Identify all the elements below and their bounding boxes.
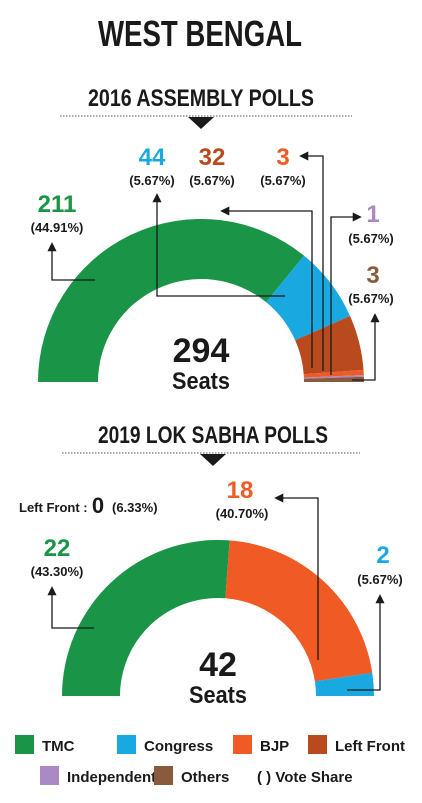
seats-label-bjp: 18 bbox=[227, 477, 254, 504]
vote-share-label-bjp: (40.70%) bbox=[216, 506, 269, 521]
callout-arrow-tmc bbox=[47, 586, 94, 629]
chart2-pointer-icon bbox=[200, 454, 226, 466]
vote-share-label-bjp: (5.67%) bbox=[260, 173, 306, 188]
legend-swatch-independent bbox=[40, 766, 59, 785]
legend-label-tmc: TMC bbox=[42, 738, 75, 755]
chart2-title: 2019 LOK SABHA POLLS bbox=[98, 422, 328, 449]
legend-swatch-congress bbox=[117, 735, 136, 754]
slice-bjp bbox=[303, 369, 364, 378]
chart1-pointer-icon bbox=[188, 117, 214, 129]
slice-tmc bbox=[62, 539, 230, 696]
vote-share-label-others: (5.67%) bbox=[348, 291, 394, 306]
callout-arrow-left-front bbox=[220, 206, 313, 368]
legend-swatch-left-front bbox=[308, 735, 327, 754]
seats-label-left-front: 0 bbox=[92, 493, 104, 518]
legend-label-others: Others bbox=[181, 769, 229, 786]
slice-others bbox=[303, 376, 364, 382]
callout-arrow-bjp bbox=[299, 151, 324, 371]
main-title: WEST BENGAL bbox=[98, 13, 302, 54]
vote-share-label-tmc: (43.30%) bbox=[31, 564, 84, 579]
callout-arrow-bjp bbox=[274, 493, 319, 660]
callout-arrow-others bbox=[352, 313, 380, 381]
legend-swatch-tmc bbox=[15, 735, 34, 754]
slice-congress bbox=[266, 255, 351, 341]
seats-label-tmc: 211 bbox=[38, 191, 77, 218]
legend-vote-share-note: ( ) Vote Share bbox=[257, 769, 353, 786]
center-seat-total: 294 bbox=[173, 332, 230, 370]
vote-share-label-independent: (5.67%) bbox=[348, 231, 394, 246]
callout-arrow-congress bbox=[152, 193, 285, 297]
center-seat-label: Seats bbox=[189, 682, 247, 709]
legend-swatch-others bbox=[154, 766, 173, 785]
vote-share-label-tmc: (44.91%) bbox=[31, 220, 84, 235]
legend-label-bjp: BJP bbox=[260, 738, 289, 755]
slice-bjp bbox=[225, 540, 373, 682]
legend-label-congress: Congress bbox=[144, 738, 213, 755]
seats-label-congress: 44 bbox=[139, 144, 166, 171]
vote-share-label-congress: (5.67%) bbox=[357, 572, 403, 587]
left-front-prefix: Left Front : bbox=[19, 500, 88, 515]
chart1-title: 2016 ASSEMBLY POLLS bbox=[88, 85, 314, 112]
seats-label-tmc: 22 bbox=[44, 535, 71, 562]
center-seat-label: Seats bbox=[172, 368, 230, 395]
vote-share-label-left-front: (6.33%) bbox=[112, 500, 158, 515]
seats-label-congress: 2 bbox=[376, 542, 389, 569]
seats-label-bjp: 3 bbox=[276, 144, 289, 171]
legend-swatch-bjp bbox=[233, 735, 252, 754]
vote-share-label-left-front: (5.67%) bbox=[189, 173, 235, 188]
seats-label-left-front: 32 bbox=[199, 144, 226, 171]
callout-arrow-independent bbox=[330, 212, 362, 375]
legend: TMC Congress BJP Left Front Independent Other… bbox=[15, 735, 405, 786]
slice-tmc bbox=[38, 219, 304, 382]
legend-label-independent: Independent bbox=[67, 769, 156, 786]
seats-label-independent: 1 bbox=[366, 201, 379, 228]
slice-independent bbox=[303, 375, 364, 379]
callout-arrow-congress bbox=[347, 594, 385, 691]
vote-share-label-congress: (5.67%) bbox=[129, 173, 175, 188]
center-seat-total: 42 bbox=[199, 646, 237, 684]
callout-arrow-tmc bbox=[47, 242, 95, 281]
seats-label-others: 3 bbox=[366, 262, 379, 289]
legend-label-left-front: Left Front bbox=[335, 738, 405, 755]
